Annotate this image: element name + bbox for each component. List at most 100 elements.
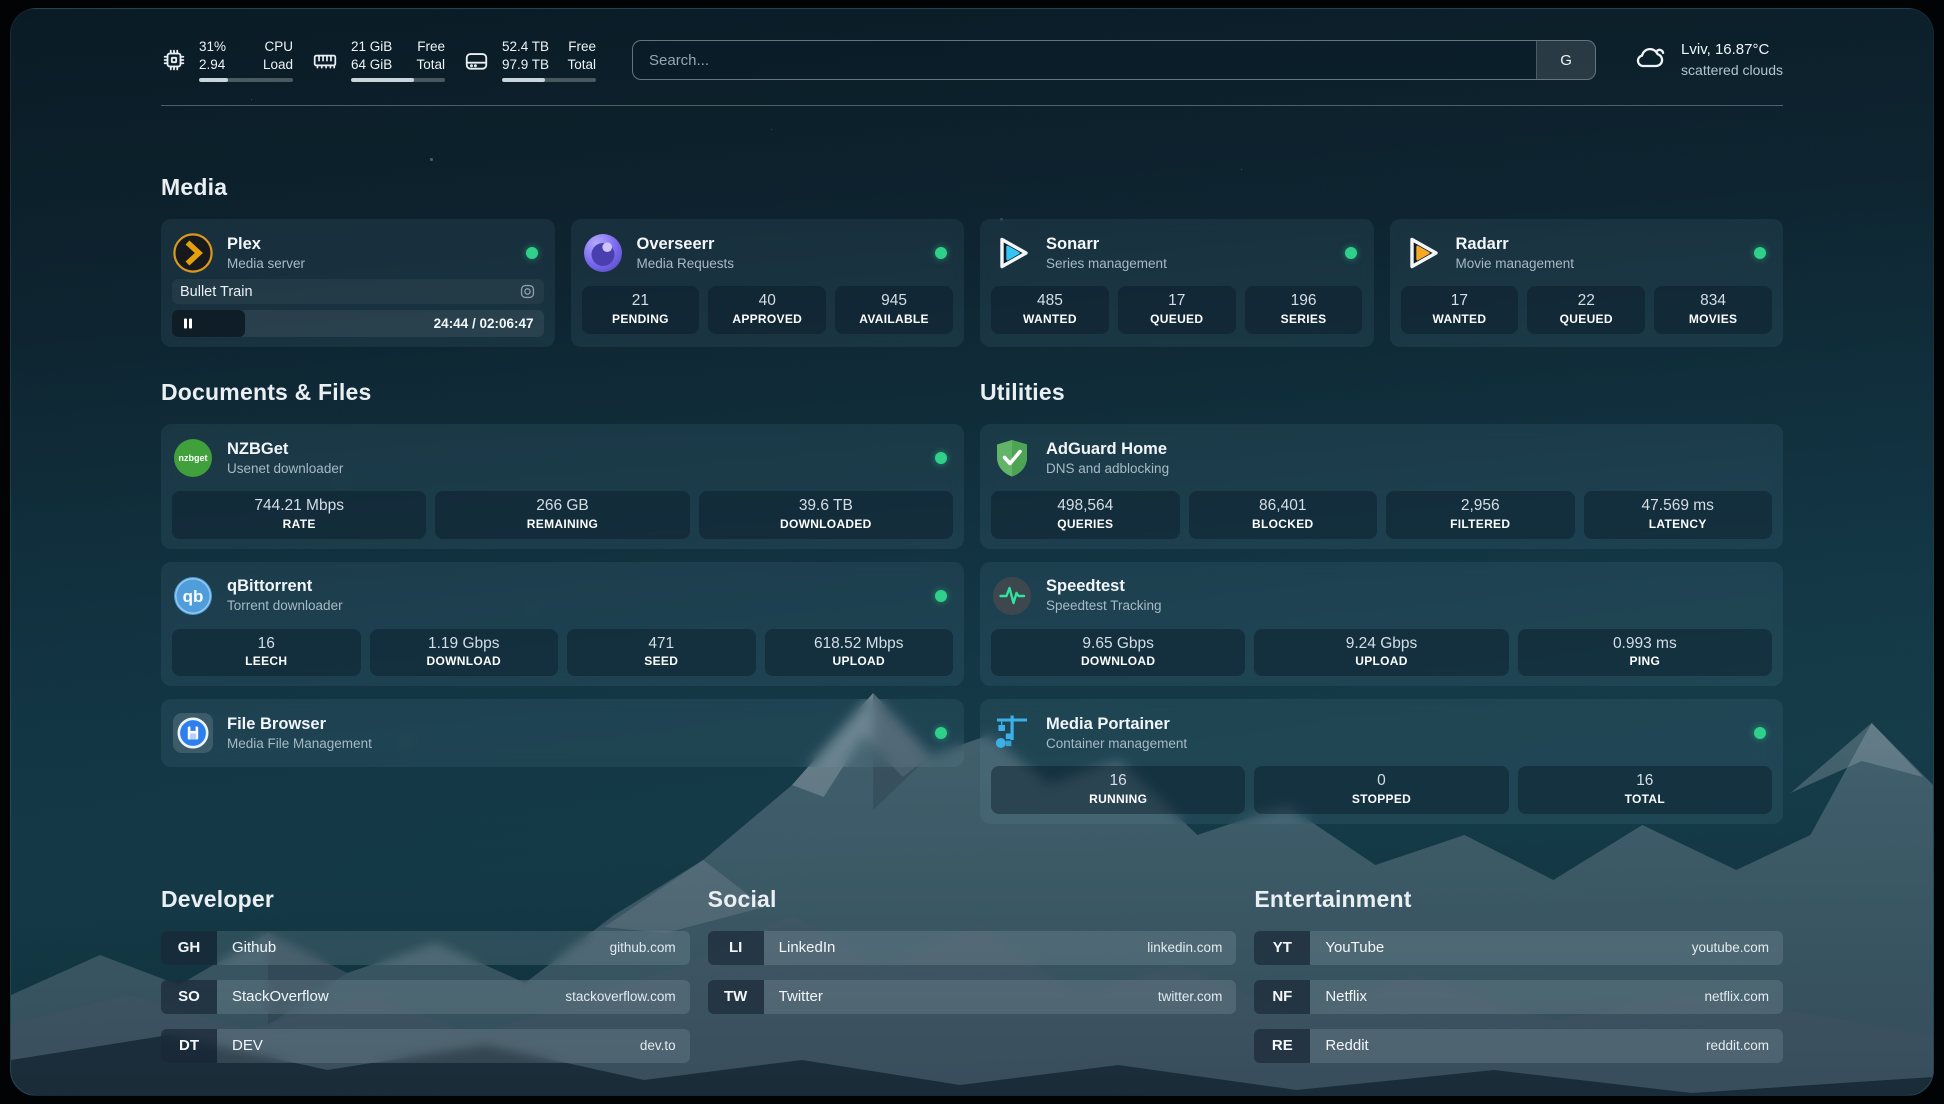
resource-value: 31% xyxy=(199,38,226,56)
service-card-header: AdGuard HomeDNS and adblocking xyxy=(991,434,1772,482)
stat-label: DOWNLOAD xyxy=(993,654,1243,670)
service-description: Media server xyxy=(227,255,305,273)
service-card-text: SpeedtestSpeedtest Tracking xyxy=(1046,576,1162,615)
bookmark-url: dev.to xyxy=(640,1029,690,1063)
bookmark-group-developer: DeveloperGHGithubgithub.comSOStackOverfl… xyxy=(161,886,690,1063)
service-card-media-portainer[interactable]: Media PortainerContainer management16RUN… xyxy=(980,699,1783,824)
service-card-text: RadarrMovie management xyxy=(1456,234,1575,273)
stat-value: 21 xyxy=(584,291,698,312)
search-bar[interactable]: G xyxy=(632,40,1596,80)
bookmark-link-github[interactable]: GHGithubgithub.com xyxy=(161,931,690,965)
bookmark-rows: YTYouTubeyoutube.com NFNetflixnetflix.com… xyxy=(1254,931,1783,1063)
bookmark-url: youtube.com xyxy=(1692,931,1783,965)
stat-value: 9.24 Gbps xyxy=(1256,634,1506,655)
service-card-header: qbqBittorrentTorrent downloader xyxy=(172,572,953,620)
service-card-file-browser[interactable]: File BrowserMedia File Management xyxy=(161,699,964,767)
stat-value: 9.65 Gbps xyxy=(993,634,1243,655)
weather-widget: Lviv, 16.87°C scattered clouds xyxy=(1632,40,1783,79)
service-card-header: OverseerrMedia Requests xyxy=(582,229,954,277)
status-online-dot xyxy=(1345,247,1357,259)
stat-value: 1.19 Gbps xyxy=(372,634,557,655)
service-card-overseerr[interactable]: OverseerrMedia Requests 21PENDING40APPROV… xyxy=(571,219,965,347)
stat-value: 0.993 ms xyxy=(1520,634,1770,655)
service-description: Media File Management xyxy=(227,735,372,753)
bookmark-link-youtube[interactable]: YTYouTubeyoutube.com xyxy=(1254,931,1783,965)
stat-block: 17QUEUED xyxy=(1118,286,1236,334)
bookmark-abbr: NF xyxy=(1254,980,1310,1014)
middle-columns: Documents & Files nzbgetNZBGetUsenet dow… xyxy=(161,379,1783,824)
section-documents-files: Documents & Files nzbgetNZBGetUsenet dow… xyxy=(161,379,964,824)
service-card-text: OverseerrMedia Requests xyxy=(637,234,735,273)
status-online-dot xyxy=(526,247,538,259)
bookmark-rows: LILinkedInlinkedin.com TWTwittertwitter.c… xyxy=(708,931,1237,1014)
service-card-qbittorrent[interactable]: qbqBittorrentTorrent downloader 16LEECH 1.… xyxy=(161,562,964,687)
pause-icon xyxy=(182,317,194,330)
stat-value: 485 xyxy=(993,291,1107,312)
bookmark-link-dev[interactable]: DTDEVdev.to xyxy=(161,1029,690,1063)
bookmark-group-title: Entertainment xyxy=(1254,886,1783,913)
resource-widget: 31% CPU2.94Load xyxy=(161,38,293,82)
stat-value: 196 xyxy=(1247,291,1361,312)
stat-value: 17 xyxy=(1403,291,1517,312)
stat-label: UPLOAD xyxy=(1256,654,1506,670)
gear-icon[interactable] xyxy=(519,283,536,300)
playback-progress-fill xyxy=(172,310,245,337)
stat-block: 16LEECH xyxy=(172,629,361,677)
stat-block: 39.6 TBDOWNLOADED xyxy=(699,491,953,539)
dashboard-screen: 31%CPU2.94Load21 GiBFree64 GiBTotal52.4 … xyxy=(0,0,1944,1104)
service-card-sonarr[interactable]: SonarrSeries management485WANTED17QUEUED… xyxy=(980,219,1374,347)
stat-value: 22 xyxy=(1529,291,1643,312)
service-stats: 21PENDING40APPROVED945AVAILABLE xyxy=(582,286,954,334)
stat-value: 16 xyxy=(174,634,359,655)
bookmark-link-reddit[interactable]: RERedditreddit.com xyxy=(1254,1029,1783,1063)
stat-label: DOWNLOAD xyxy=(372,654,557,670)
service-card-speedtest[interactable]: SpeedtestSpeedtest Tracking 9.65 GbpsDOWN… xyxy=(980,562,1783,687)
service-card-plex[interactable]: PlexMedia serverBullet Train24:44 / 02:0… xyxy=(161,219,555,347)
status-online-dot xyxy=(1754,727,1766,739)
service-name: Radarr xyxy=(1456,234,1575,255)
top-bar: 31%CPU2.94Load21 GiBFree64 GiBTotal52.4 … xyxy=(161,35,1783,85)
bookmark-link-twitter[interactable]: TWTwittertwitter.com xyxy=(708,980,1237,1014)
status-online-dot xyxy=(935,590,947,602)
resource-row: 2.94Load xyxy=(199,56,293,74)
bookmark-abbr: DT xyxy=(161,1029,217,1063)
resource-label: CPU xyxy=(264,38,293,56)
service-description: Media Requests xyxy=(637,255,735,273)
service-description: Speedtest Tracking xyxy=(1046,597,1162,615)
stat-label: STOPPED xyxy=(1256,792,1506,808)
stat-label: TOTAL xyxy=(1520,792,1770,808)
bookmark-link-linkedin[interactable]: LILinkedInlinkedin.com xyxy=(708,931,1237,965)
service-card-adguard-home[interactable]: AdGuard HomeDNS and adblocking498,564QUE… xyxy=(980,424,1783,549)
bookmark-link-netflix[interactable]: NFNetflixnetflix.com xyxy=(1254,980,1783,1014)
service-card-text: SonarrSeries management xyxy=(1046,234,1167,273)
service-stats: 16RUNNING0STOPPED16TOTAL xyxy=(991,766,1772,814)
service-stats: 16LEECH1.19 GbpsDOWNLOAD471SEED618.52 Mb… xyxy=(172,629,953,677)
resource-usage-fill xyxy=(199,78,228,82)
resource-usage-fill xyxy=(502,78,545,82)
stat-label: UPLOAD xyxy=(767,654,952,670)
service-card-radarr[interactable]: RadarrMovie management17WANTED22QUEUED83… xyxy=(1390,219,1784,347)
stat-block: 21PENDING xyxy=(582,286,700,334)
stat-value: 0 xyxy=(1256,771,1506,792)
service-card-nzbget[interactable]: nzbgetNZBGetUsenet downloader744.21 Mbps… xyxy=(161,424,964,549)
stat-value: 471 xyxy=(569,634,754,655)
search-provider-button[interactable]: G xyxy=(1536,41,1595,79)
plex-icon xyxy=(172,232,214,274)
bookmark-link-stackoverflow[interactable]: SOStackOverflowstackoverflow.com xyxy=(161,980,690,1014)
stat-block: 16TOTAL xyxy=(1518,766,1772,814)
bookmark-name: LinkedIn xyxy=(764,931,1148,965)
stat-value: 945 xyxy=(837,291,951,312)
resource-usage-bar xyxy=(502,78,596,82)
stat-value: 744.21 Mbps xyxy=(174,496,424,517)
resource-label: Load xyxy=(263,56,293,74)
service-card-header: Media PortainerContainer management xyxy=(991,709,1772,757)
stat-value: 2,956 xyxy=(1388,496,1573,517)
search-input[interactable] xyxy=(633,41,1536,79)
utilities-cards: AdGuard HomeDNS and adblocking498,564QUE… xyxy=(980,424,1783,824)
stat-value: 16 xyxy=(1520,771,1770,792)
stat-block: 17WANTED xyxy=(1401,286,1519,334)
bookmark-group-title: Social xyxy=(708,886,1237,913)
stat-value: 16 xyxy=(993,771,1243,792)
service-description: Container management xyxy=(1046,735,1187,753)
stat-block: 834MOVIES xyxy=(1654,286,1772,334)
